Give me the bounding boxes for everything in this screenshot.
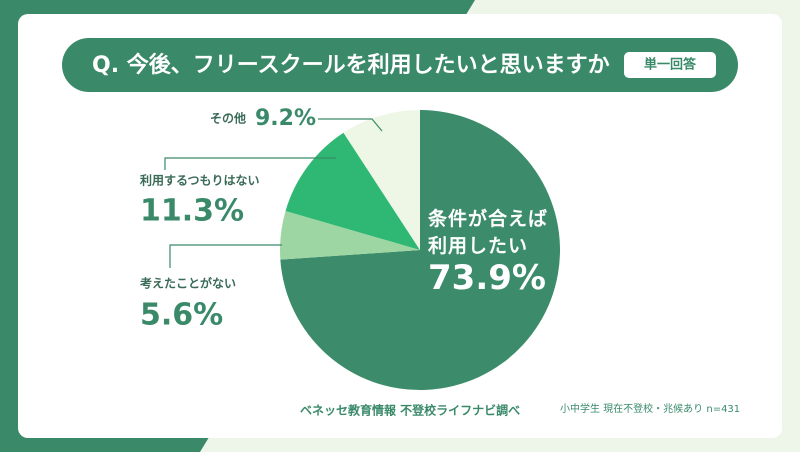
value-label: 11.3% xyxy=(140,194,244,229)
value-label: 73.9% xyxy=(428,258,546,298)
value-label: 5.6% xyxy=(140,298,223,333)
value-label: 9.2% xyxy=(255,106,316,131)
pie-slice xyxy=(285,132,420,250)
badge xyxy=(624,52,716,78)
category-label: 考えたことがない xyxy=(140,276,236,291)
slice-label: 条件が合えば利用したい xyxy=(428,208,549,257)
leader-line xyxy=(164,157,336,170)
chart-title: Q. 今後、フリースクールを利用したいと思いますか xyxy=(92,52,610,78)
leader-line xyxy=(169,244,282,268)
note: 小中学生 現在不登校・兆候あり n=431 xyxy=(560,402,740,415)
pie-slice xyxy=(280,110,560,390)
leader-line xyxy=(318,118,383,132)
category-label: その他 xyxy=(210,111,246,126)
category-label: 利用するつもりはない xyxy=(140,173,260,188)
pie-slice xyxy=(280,210,420,260)
source: ベネッセ教育情報 不登校ライフナビ調べ xyxy=(300,403,520,418)
pie-slice xyxy=(343,110,420,250)
title-pill xyxy=(62,38,738,92)
badge-text: 単一回答 xyxy=(644,57,697,73)
